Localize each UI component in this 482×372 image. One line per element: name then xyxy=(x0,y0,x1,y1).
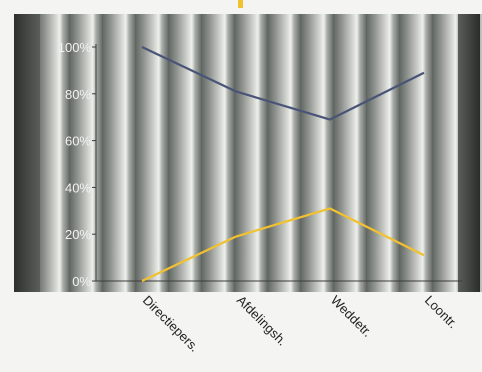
x-category-label: Weddetr. xyxy=(328,293,375,340)
y-tick-label: 60% xyxy=(65,134,91,149)
x-category-label: Loontr. xyxy=(422,293,461,332)
curtain-pleat xyxy=(267,14,300,292)
series-lines xyxy=(141,46,425,282)
curtain-pleat xyxy=(168,14,201,292)
y-tick-label: 100% xyxy=(58,40,92,55)
y-axis-ticks: 0% 20% 40% 60% 80% 100% xyxy=(58,40,96,289)
y-tick-label: 0% xyxy=(72,274,91,289)
y-tick-label: 40% xyxy=(65,180,91,195)
curtain-pleat xyxy=(36,14,69,292)
curtain-pleat xyxy=(234,14,267,292)
curtain-pleat xyxy=(366,14,399,292)
x-category-label: Afdelingsh. xyxy=(234,293,290,349)
y-tick-label: 80% xyxy=(65,87,91,102)
x-category-label: Directiepers. xyxy=(140,293,202,355)
curtain-pleat xyxy=(300,14,333,292)
curtain-pleat xyxy=(69,14,102,292)
curtain-pleat xyxy=(333,14,366,292)
curtain-pleat xyxy=(102,14,135,292)
accent-mark xyxy=(238,0,243,8)
curtain-background xyxy=(14,14,482,292)
series-line-1 xyxy=(141,46,425,121)
curtain-pleat xyxy=(135,14,168,292)
y-tick-label: 20% xyxy=(65,227,91,242)
series-line-2 xyxy=(141,207,425,282)
x-axis-labels: Directiepers. Afdelingsh. Weddetr. Loontr. xyxy=(140,293,461,355)
